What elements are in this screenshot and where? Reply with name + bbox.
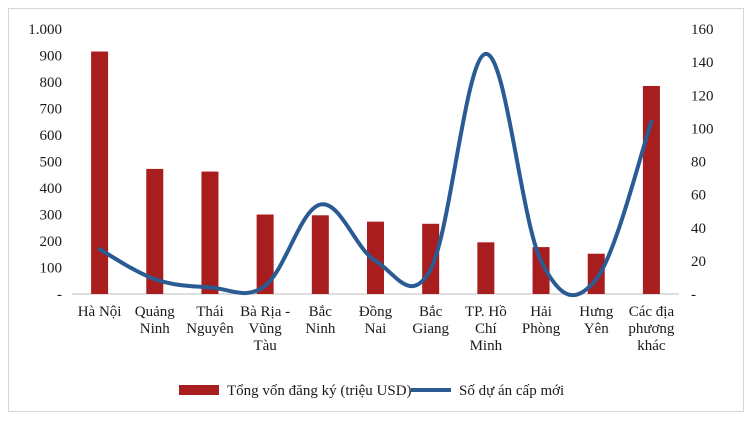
bar [146, 168, 164, 294]
bar [642, 85, 660, 294]
x-tick-label: TP. Hồ Chí Minh [465, 304, 507, 354]
y-left-tick-label: 500 [40, 155, 63, 171]
bar [91, 51, 109, 295]
y-left-tick-label: 800 [40, 75, 63, 91]
bar [532, 247, 550, 294]
x-tick-label: Quảng Ninh [135, 304, 175, 337]
x-tick-label: Hải Phòng [522, 304, 561, 337]
x-tick-label: Hưng Yên [579, 304, 613, 337]
y-right-tick-label: 60 [691, 188, 706, 204]
combo-chart: - 100 200 300 400 500 600 700 800 900 1.000 - 20 40 60… [28, 22, 714, 399]
y-right-tick-label: 120 [691, 88, 714, 104]
x-tick-label: Bắc Giang [412, 304, 449, 337]
x-tick-label: Đồng Nai [359, 304, 393, 337]
bar [256, 214, 274, 294]
y-left-tick-label: 1.000 [28, 22, 62, 38]
chart-container: - 100 200 300 400 500 600 700 800 900 1.000 - 20 40 60… [8, 8, 744, 412]
bar [367, 221, 384, 294]
y-left-tick-label: 300 [40, 208, 63, 224]
y-right-tick-label: 20 [691, 254, 706, 270]
y-left-tick-label: 700 [40, 102, 63, 118]
y-left-tick-label: 900 [40, 49, 63, 65]
legend-label-bar: Tổng vốn đăng ký (triệu USD) [227, 383, 412, 399]
y-right-tick-label: 100 [691, 121, 714, 137]
bar [311, 215, 329, 294]
x-tick-label: Bà Rịa -Vũng Tàu [240, 304, 290, 354]
y-right-tick-label: - [691, 287, 696, 303]
x-tick-label: Hà Nội [78, 304, 122, 320]
y-right-tick-label: 140 [691, 55, 714, 71]
y-right-tick-label: 160 [691, 22, 714, 38]
legend-swatch-bar [179, 385, 219, 395]
y-left-tick-label: - [57, 287, 62, 303]
series-line [97, 51, 654, 298]
y-left-tick-label: 600 [40, 128, 63, 144]
y-left-tick-label: 200 [40, 234, 63, 250]
y-left-tick-label: 400 [40, 181, 63, 197]
x-tick-label: Bắc Ninh [305, 304, 336, 337]
legend-label-line: Số dự án cấp mới [459, 383, 564, 399]
bar [477, 242, 495, 294]
x-tick-label: Các địa phương khác [628, 304, 675, 354]
bar [201, 171, 219, 294]
y-right-tick-label: 40 [691, 221, 706, 237]
y-left-tick-label: 100 [40, 261, 63, 277]
x-tick-label: Thái Nguyên [186, 304, 234, 337]
y-right-tick-label: 80 [691, 155, 706, 171]
